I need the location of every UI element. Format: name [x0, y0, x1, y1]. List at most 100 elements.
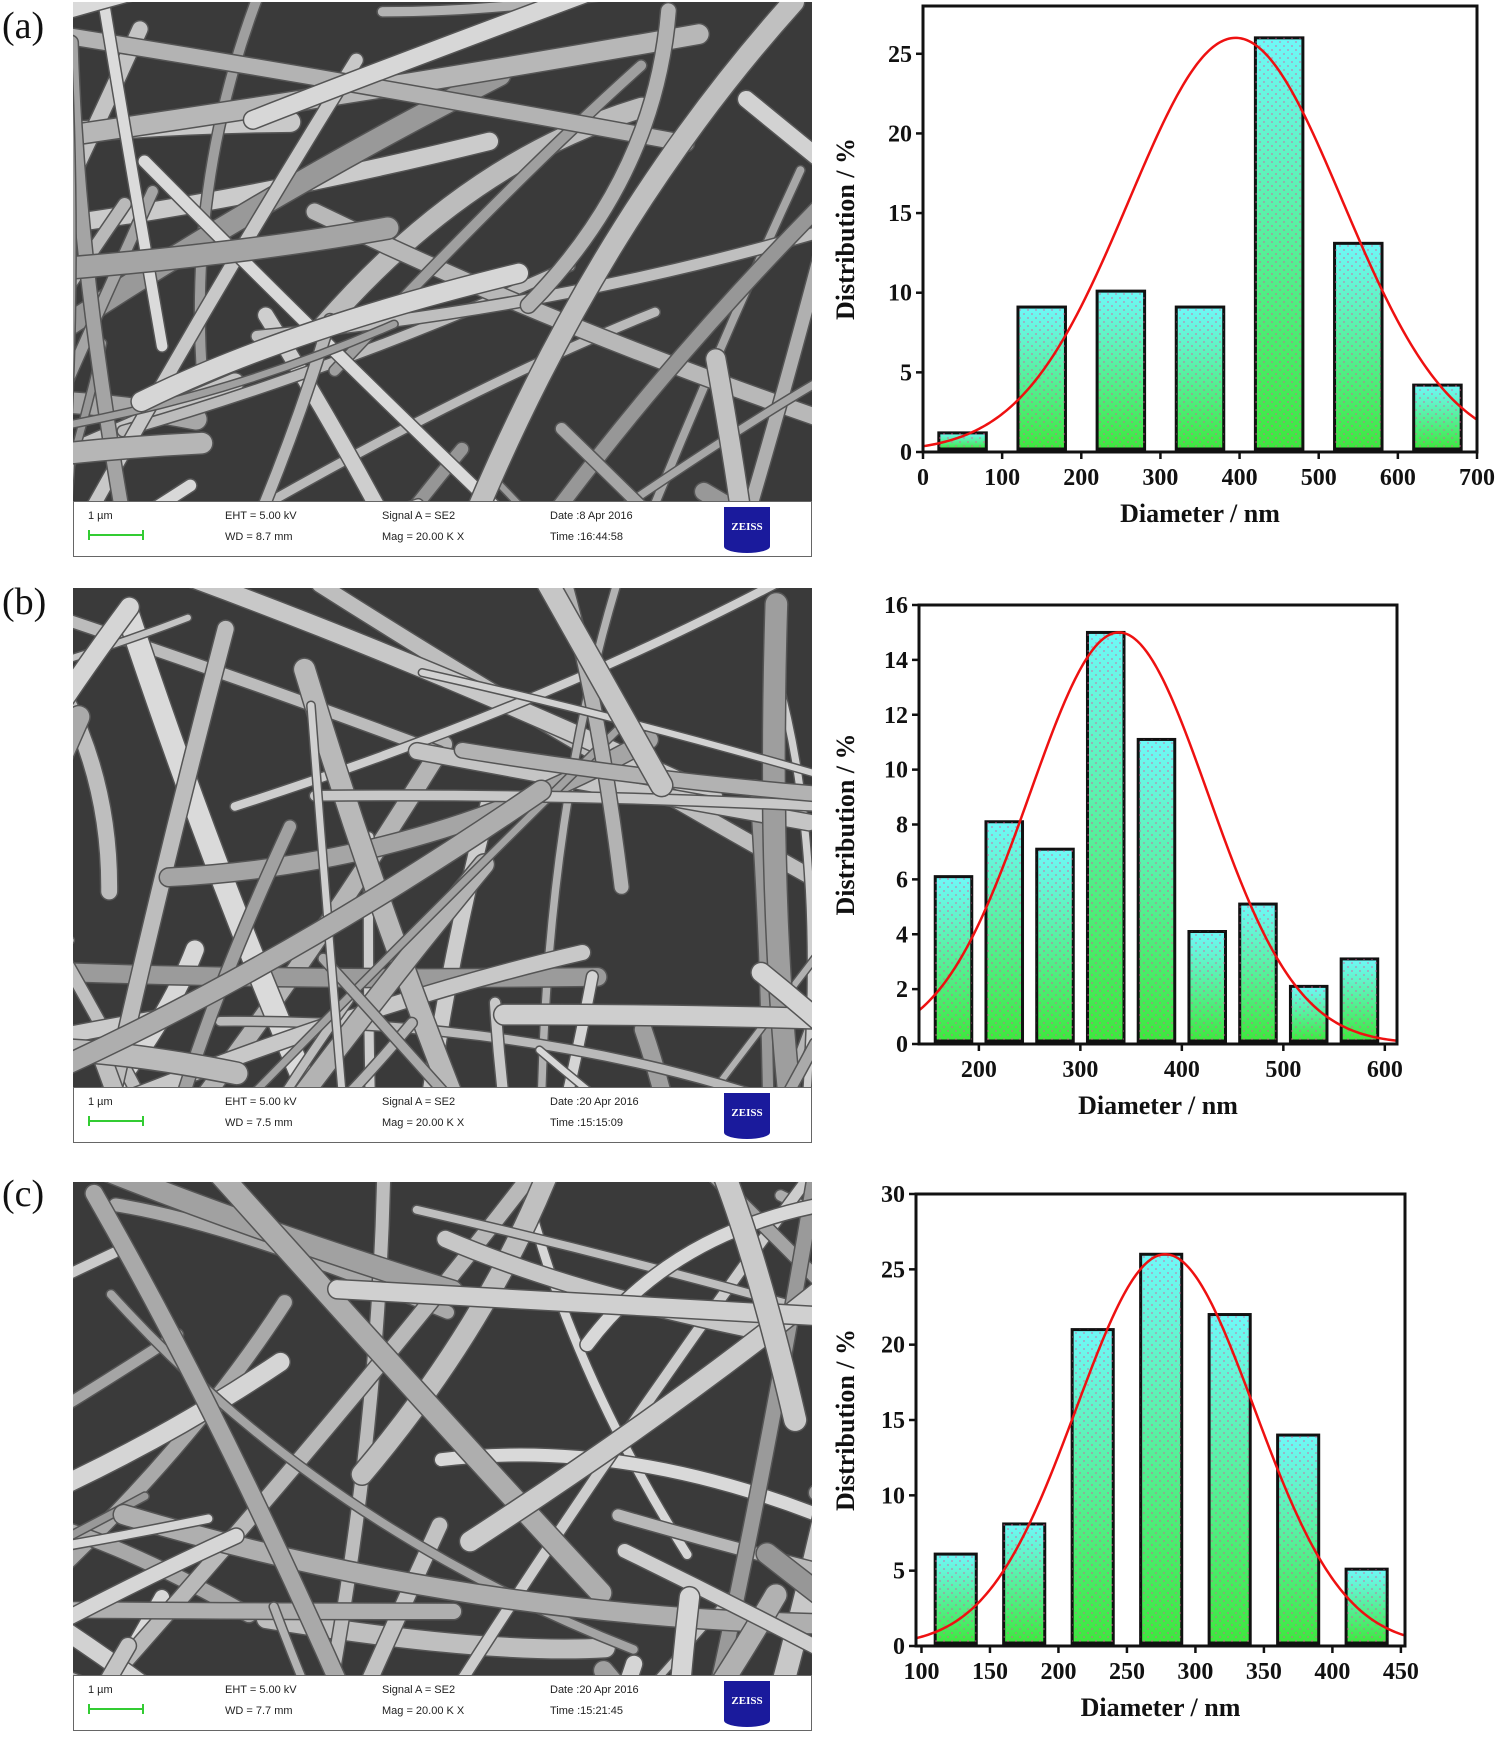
y-axis-title: Distribution / %	[831, 138, 860, 320]
panel-label-a: (a)	[2, 5, 45, 47]
x-tick-label: 600	[1380, 465, 1416, 491]
x-tick-label: 300	[1177, 1659, 1213, 1685]
x-tick-label: 300	[1142, 465, 1178, 491]
panel-label-c: (c)	[2, 1173, 45, 1215]
histogram-bar	[1333, 241, 1384, 451]
y-tick-label: 0	[896, 1032, 908, 1058]
x-tick-label: 100	[984, 465, 1020, 491]
histogram-bar	[1238, 902, 1278, 1043]
histogram-bar	[1016, 305, 1067, 451]
histogram-chart-c: 100 150 200 250 300 350 400 450 0 5 10 15 20 25 30 Diam…	[830, 1175, 1504, 1739]
histogram-bar	[1412, 383, 1463, 451]
histogram-bar	[1288, 984, 1329, 1043]
x-tick-label: 500	[1301, 465, 1337, 491]
x-tick-label: 600	[1367, 1057, 1403, 1083]
y-tick-label: 5	[900, 360, 912, 386]
histogram-bar	[1070, 1328, 1115, 1645]
eht-value: EHT = 5.00 kV	[225, 1684, 297, 1696]
y-tick-label: 20	[881, 1333, 905, 1359]
y-tick-label: 2	[896, 977, 908, 1003]
histogram-bar	[1187, 930, 1227, 1043]
sem-info-bar-a: 1 µm EHT = 5.00 kV WD = 8.7 mm Signal A …	[73, 501, 812, 557]
y-tick-label: 10	[888, 281, 912, 307]
date-value: Date :20 Apr 2016	[550, 1096, 639, 1108]
y-tick-label: 0	[893, 1634, 905, 1660]
sem-image-c	[73, 1182, 812, 1676]
x-tick-label: 200	[1063, 465, 1099, 491]
zeiss-logo-icon: ZEISS	[724, 507, 770, 553]
x-tick-label: 450	[1383, 1659, 1419, 1685]
x-axis-title: Diameter / nm	[1081, 1693, 1241, 1722]
y-tick-label: 6	[896, 867, 908, 893]
scale-bar-icon	[88, 1704, 144, 1714]
signal-value: Signal A = SE2	[382, 1684, 456, 1696]
y-tick-label: 30	[881, 1182, 905, 1208]
date-value: Date :8 Apr 2016	[550, 510, 633, 522]
histogram-bar	[1174, 305, 1226, 451]
wd-value: WD = 8.7 mm	[225, 531, 293, 543]
time-value: Time :16:44:58	[550, 531, 623, 543]
histogram-bar	[1136, 737, 1177, 1043]
y-tick-label: 12	[884, 703, 908, 729]
histogram-bar	[984, 820, 1025, 1043]
scale-label: 1 µm	[88, 1684, 113, 1696]
x-tick-label: 500	[1265, 1057, 1301, 1083]
x-tick-label: 400	[1314, 1659, 1350, 1685]
time-value: Time :15:21:45	[550, 1705, 623, 1717]
scale-label: 1 µm	[88, 510, 113, 522]
gaussian-fit-curve	[918, 631, 1398, 1043]
x-axis-title: Diameter / nm	[1120, 499, 1280, 528]
y-axis-title: Distribution / %	[831, 1329, 860, 1511]
y-tick-label: 15	[881, 1408, 905, 1434]
date-value: Date :20 Apr 2016	[550, 1684, 639, 1696]
y-tick-label: 4	[896, 922, 908, 948]
gaussian-fit-curve	[915, 1253, 1405, 1640]
fiber-texture	[73, 588, 812, 1088]
y-tick-label: 5	[893, 1559, 905, 1585]
histogram-bar	[1002, 1522, 1047, 1645]
x-tick-label: 400	[1164, 1057, 1200, 1083]
histogram-bar	[1344, 1567, 1389, 1645]
scale-bar-icon	[88, 530, 144, 540]
scale-label: 1 µm	[88, 1096, 113, 1108]
eht-value: EHT = 5.00 kV	[225, 1096, 297, 1108]
scale-bar-icon	[88, 1116, 144, 1126]
gaussian-fit-curve	[922, 36, 1478, 448]
x-tick-label: 0	[917, 465, 929, 491]
histogram-bar	[1095, 289, 1147, 451]
panel-label-b: (b)	[2, 581, 47, 623]
signal-value: Signal A = SE2	[382, 1096, 456, 1108]
wd-value: WD = 7.7 mm	[225, 1705, 293, 1717]
wd-value: WD = 7.5 mm	[225, 1117, 293, 1129]
histogram-bar	[937, 431, 988, 451]
time-value: Time :15:15:09	[550, 1117, 623, 1129]
y-tick-label: 16	[884, 593, 908, 619]
histogram-bar	[1207, 1313, 1252, 1645]
eht-value: EHT = 5.00 kV	[225, 510, 297, 522]
x-axis-title: Diameter / nm	[1078, 1091, 1238, 1120]
histogram-bar	[1085, 630, 1126, 1043]
histogram-chart-a: 0 100 200 300 400 500 600 700 0 5 10 15 20 25 Diameter…	[830, 0, 1504, 540]
sem-info-bar-c: 1 µm EHT = 5.00 kV WD = 7.7 mm Signal A …	[73, 1675, 812, 1731]
fiber-texture	[73, 2, 812, 501]
plot-frame	[921, 4, 1479, 454]
sem-info-bar-b: 1 µm EHT = 5.00 kV WD = 7.5 mm Signal A …	[73, 1087, 812, 1143]
y-tick-label: 10	[881, 1483, 905, 1509]
y-tick-label: 15	[888, 201, 912, 227]
sem-image-b	[73, 588, 812, 1088]
y-tick-label: 8	[896, 813, 908, 839]
y-axis-title: Distribution / %	[831, 733, 860, 915]
fiber-texture	[73, 1182, 812, 1676]
histogram-bar	[1035, 847, 1075, 1043]
x-tick-label: 100	[903, 1659, 939, 1685]
y-tick-label: 25	[881, 1257, 905, 1283]
mag-value: Mag = 20.00 K X	[382, 1705, 465, 1717]
histogram-bar	[1253, 36, 1305, 451]
x-tick-label: 300	[1062, 1057, 1098, 1083]
sem-image-a	[73, 2, 812, 501]
mag-value: Mag = 20.00 K X	[382, 1117, 465, 1129]
mag-value: Mag = 20.00 K X	[382, 531, 465, 543]
y-tick-label: 14	[884, 648, 908, 674]
x-tick-label: 700	[1459, 465, 1495, 491]
zeiss-logo-icon: ZEISS	[724, 1093, 770, 1139]
